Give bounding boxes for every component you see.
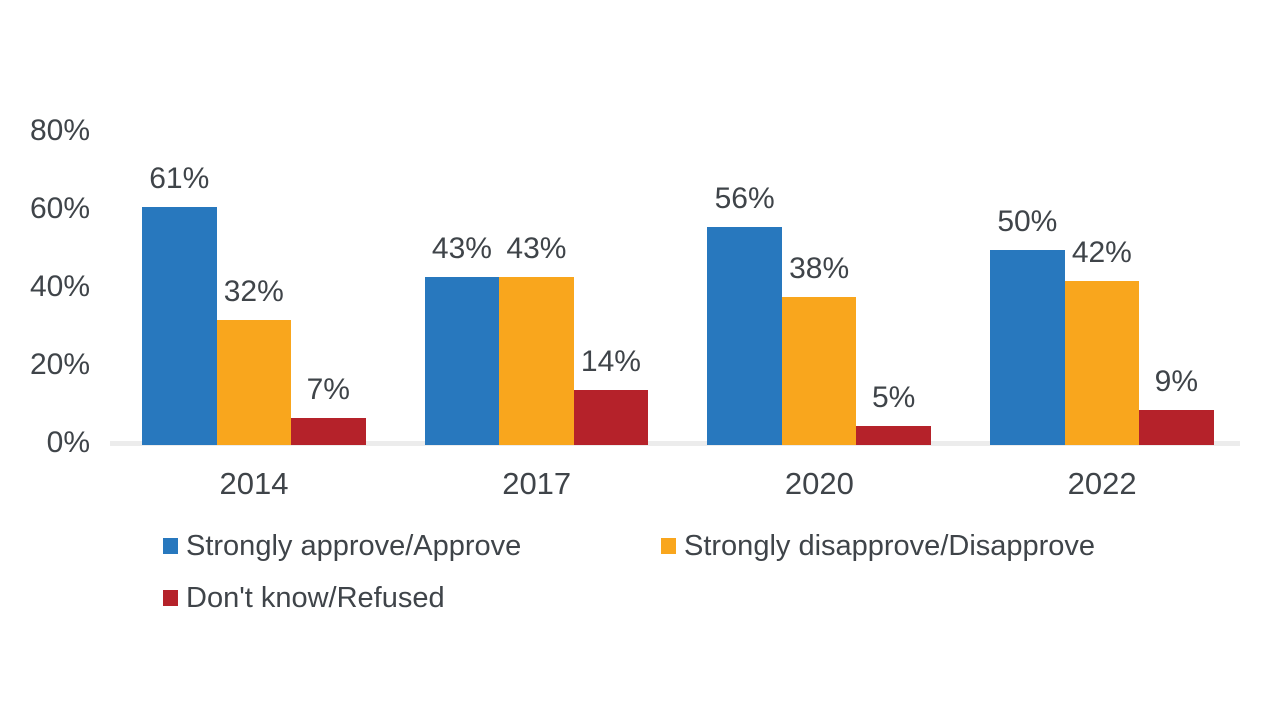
- bar-value-label: 9%: [1154, 364, 1199, 398]
- legend-label-strongly-disapprove: Strongly disapprove/Disapprove: [684, 529, 1096, 562]
- bar-value-label: 50%: [997, 205, 1058, 238]
- y-axis-tick-label: 80%: [29, 114, 90, 147]
- legend-swatch-strongly-disapprove: [661, 538, 676, 554]
- bar-2020-series-1: [781, 296, 857, 445]
- legend-swatch-strongly-approve: [163, 538, 178, 554]
- bar-value-label: 38%: [789, 251, 850, 285]
- bar-value-label: 7%: [306, 372, 350, 406]
- y-axis-tick-label: 40%: [29, 270, 90, 303]
- bar-value-label: 14%: [580, 345, 641, 379]
- bar-2017-series-2: [573, 390, 649, 445]
- legend-item-strongly-approve: Strongly approve/Approve: [163, 530, 521, 562]
- bar-2017-series-0: [424, 277, 500, 445]
- bar-2017-series-1: [499, 277, 574, 445]
- bar-2014-series-1: [216, 320, 291, 445]
- bar-value-label: 61%: [149, 162, 210, 196]
- y-axis-tick-label: 0%: [46, 426, 90, 459]
- legend-item-dont-know: Don't know/Refused: [163, 582, 445, 614]
- bar-value-label: 56%: [714, 181, 775, 215]
- y-axis-tick-label: 20%: [29, 348, 90, 381]
- bar-2022-series-0: [990, 250, 1065, 445]
- bar-2022-series-1: [1064, 281, 1140, 445]
- legend-label-strongly-approve: Strongly approve/Approve: [186, 529, 522, 562]
- bar-value-label: 43%: [506, 232, 567, 266]
- bar-2022-series-2: [1139, 409, 1214, 445]
- x-axis-label: 2014: [219, 466, 289, 501]
- bar-value-label: 43%: [431, 232, 492, 266]
- legend-label-dont-know: Don't know/Refused: [186, 581, 445, 614]
- bar-2020-series-2: [856, 425, 931, 445]
- bar-value-label: 42%: [1071, 236, 1132, 270]
- x-axis-label: 2017: [502, 466, 572, 501]
- bar-value-label: 5%: [871, 380, 916, 414]
- bar-value-label: 32%: [223, 275, 284, 309]
- legend-swatch-dont-know: [163, 590, 178, 606]
- bar-2014-series-2: [291, 417, 366, 445]
- x-axis-label: 2020: [784, 466, 854, 501]
- bar-2014-series-0: [142, 207, 217, 445]
- bar-2020-series-0: [707, 226, 782, 445]
- legend-item-strongly-disapprove: Strongly disapprove/Disapprove: [661, 530, 1095, 562]
- x-axis-label: 2022: [1067, 466, 1137, 501]
- y-axis-tick-label: 60%: [29, 192, 90, 225]
- x-axis-baseline: [110, 441, 1240, 446]
